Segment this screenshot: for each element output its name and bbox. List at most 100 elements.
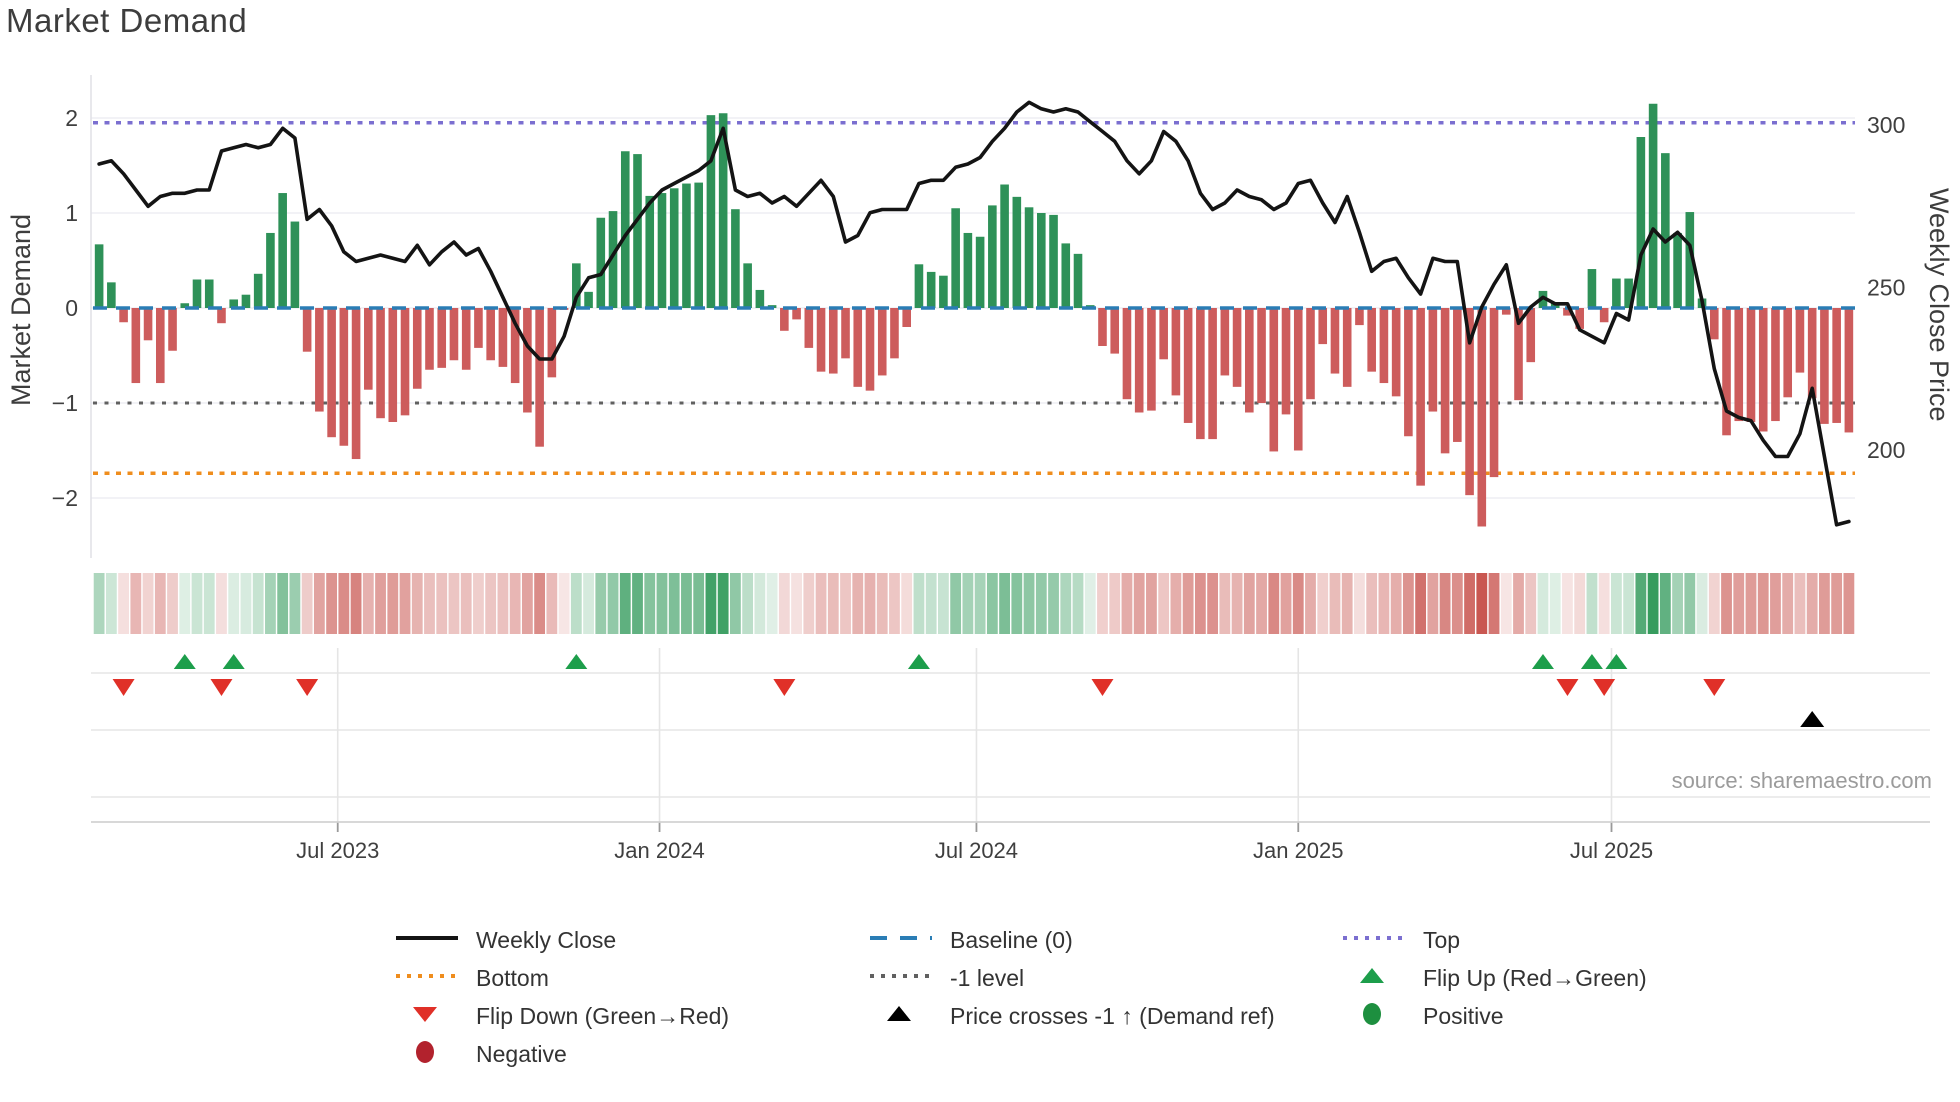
- demand-bar: [192, 279, 202, 308]
- heatmap-cell: [313, 573, 325, 634]
- demand-bar: [1269, 308, 1279, 452]
- heatmap-cell: [1329, 573, 1341, 634]
- demand-bar: [1073, 253, 1083, 308]
- heatmap-cell: [705, 573, 717, 634]
- demand-bar: [706, 115, 716, 309]
- flip-up-markers[interactable]: [173, 654, 1628, 669]
- demand-bar: [694, 182, 703, 308]
- legend-item[interactable]: Baseline (0): [867, 921, 1340, 959]
- demand-bar: [1098, 308, 1107, 346]
- demand-bar: [253, 273, 263, 308]
- demand-bar: [1465, 308, 1474, 496]
- heatmap-cell: [754, 573, 766, 634]
- heatmap-cell: [436, 573, 448, 634]
- demand-bar: [1134, 308, 1144, 413]
- demand-bar: [449, 308, 459, 361]
- demand-bar: [975, 236, 985, 308]
- demand-bar: [1587, 269, 1597, 308]
- heatmap-cell: [1158, 573, 1170, 634]
- flip-up-marker-icon: [222, 654, 245, 669]
- legend-item[interactable]: Top: [1340, 921, 1960, 959]
- demand-bar: [1807, 308, 1817, 399]
- heatmap-cell: [1060, 573, 1072, 634]
- heatmap-cell: [105, 573, 117, 634]
- heatmap-cell: [1207, 573, 1219, 634]
- legend-item-label: Positive: [1423, 1002, 1504, 1029]
- heatmap-cell: [1121, 573, 1133, 634]
- heatmap-cell: [925, 573, 937, 634]
- heatmap-cell: [387, 573, 399, 634]
- legend-item[interactable]: Bottom: [393, 959, 867, 997]
- heatmap-cell: [350, 573, 362, 634]
- legend-item[interactable]: -1 level: [867, 959, 1340, 997]
- heatmap-cell: [1182, 573, 1194, 634]
- demand-bar: [1624, 278, 1633, 308]
- demand-bar: [902, 308, 912, 327]
- flip-up-marker-icon: [1605, 654, 1628, 669]
- demand-bar: [914, 264, 924, 308]
- heatmap-cell: [252, 573, 264, 634]
- demand-bar: [1122, 308, 1132, 400]
- heatmap-cell: [1745, 573, 1757, 634]
- demand-bar: [1159, 308, 1168, 360]
- demand-bar: [657, 193, 667, 308]
- demand-bar: [645, 195, 655, 308]
- heatmap-cell: [1623, 573, 1635, 634]
- legend-item-label: Baseline (0): [950, 926, 1073, 953]
- heatmap-cell: [717, 573, 729, 634]
- line-swatch-icon: [393, 926, 463, 955]
- flip-down-markers[interactable]: [112, 679, 1726, 696]
- dot-icon: [1340, 1002, 1410, 1031]
- flip-down-marker-icon: [112, 679, 135, 696]
- demand-bar: [633, 154, 642, 308]
- demand-bar: [1673, 232, 1682, 308]
- demand-bar: [584, 291, 593, 308]
- y-right-tick-label: 300: [1867, 112, 1905, 138]
- heatmap-cell: [1011, 573, 1023, 634]
- legend-item[interactable]: Flip Down (Green→Red): [393, 997, 867, 1035]
- legend-item[interactable]: Price crosses -1 ↑ (Demand ref): [867, 997, 1340, 1035]
- weekly-close-price-line[interactable]: [97, 100, 1851, 527]
- legend-item-label: Negative: [476, 1040, 567, 1067]
- heatmap-cell: [448, 573, 460, 634]
- y-axis-label-right: Weekly Close Price: [1924, 188, 1954, 422]
- heatmap-cell: [1194, 573, 1206, 634]
- heatmap-cell: [228, 573, 240, 634]
- demand-bar: [669, 188, 679, 308]
- heatmap-cell: [1146, 573, 1157, 634]
- heatmap-cell: [1256, 573, 1267, 634]
- legend-item-label: Bottom: [476, 964, 549, 991]
- demand-bar: [266, 232, 275, 308]
- flip-up-marker-icon: [173, 654, 196, 669]
- heatmap-cell: [326, 573, 338, 634]
- heatmap-cell: [962, 573, 974, 634]
- demand-bar: [1795, 308, 1805, 373]
- demand-bars[interactable]: [94, 103, 1854, 527]
- legend-item[interactable]: Positive: [1340, 997, 1960, 1035]
- heatmap-cell: [142, 573, 154, 634]
- heatmap-cell: [1023, 573, 1035, 634]
- heatmap-cell: [1562, 573, 1573, 634]
- flip-down-marker-icon: [1091, 679, 1114, 696]
- x-tick-label: Jan 2024: [614, 838, 705, 863]
- heatmap-cell: [1476, 573, 1488, 634]
- y-right-tick-label: 200: [1867, 437, 1905, 463]
- demand-bar: [474, 308, 483, 348]
- demand-bar: [547, 308, 557, 378]
- price-cross-markers[interactable]: [1800, 711, 1825, 727]
- legend-item[interactable]: Weekly Close: [393, 921, 867, 959]
- demand-bar: [926, 271, 936, 308]
- y-right-tick-labels: 300 250 200: [1867, 112, 1905, 463]
- heatmap-cell: [840, 573, 851, 634]
- demand-bar: [302, 308, 312, 352]
- demand-bar: [1306, 308, 1315, 400]
- legend-item[interactable]: Negative: [393, 1035, 867, 1073]
- signal-heatmap-strip[interactable]: [93, 573, 1855, 634]
- heatmap-cell: [1733, 573, 1745, 634]
- legend-item[interactable]: Flip Up (Red→Green): [1340, 959, 1960, 997]
- heatmap-cell: [203, 573, 215, 634]
- demand-bar: [351, 308, 361, 460]
- demand-bar: [1147, 308, 1156, 411]
- demand-bar: [143, 308, 153, 341]
